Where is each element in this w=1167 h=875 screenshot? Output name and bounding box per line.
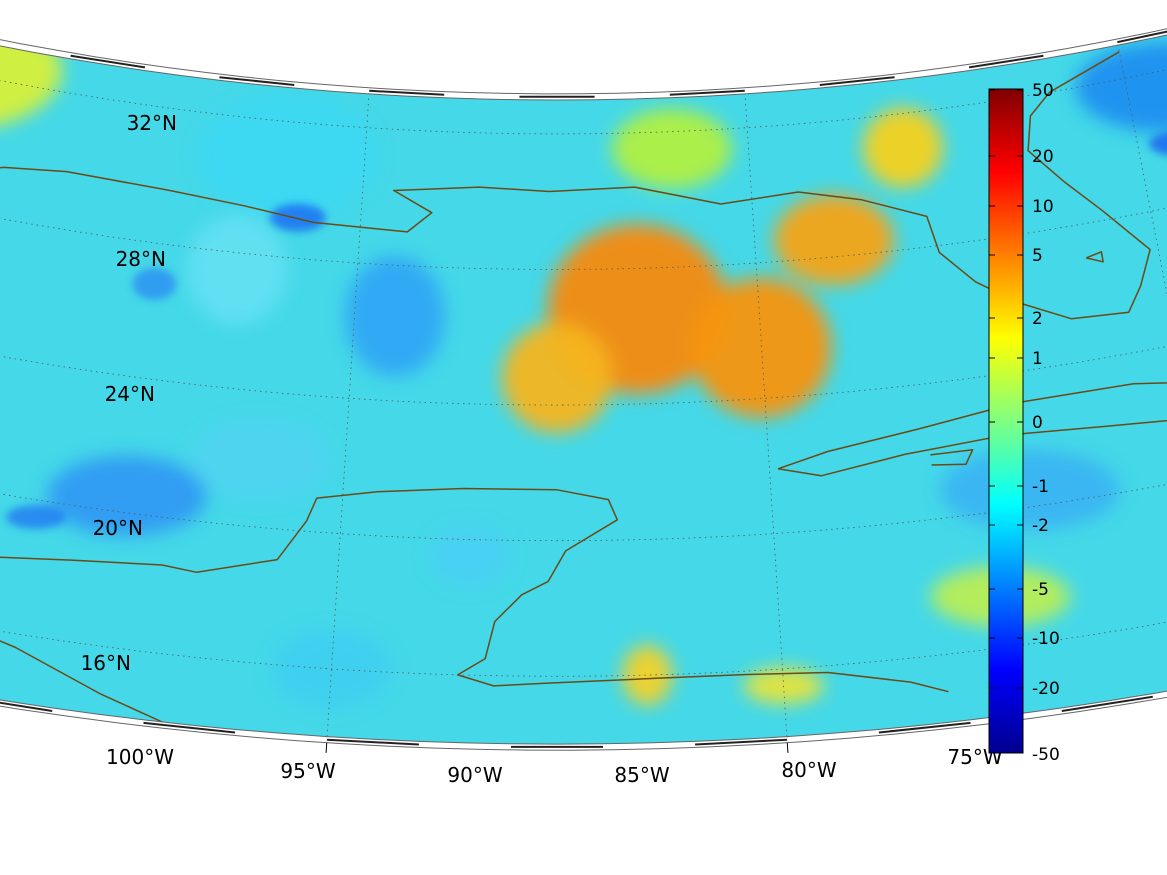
colorbar-gradient — [988, 88, 1024, 754]
frame-tick — [1117, 30, 1167, 44]
cb-label-1: 1 — [1032, 349, 1043, 369]
latitude-labels: 32°N 28°N 24°N 20°N 16°N — [81, 111, 177, 675]
graticule — [0, 0, 1167, 737]
coastline — [0, 51, 1151, 320]
coastline — [1085, 251, 1104, 263]
parallel-line — [0, 108, 1167, 270]
parallel-line — [0, 494, 1167, 677]
field-blob — [46, 455, 207, 536]
field-blob — [345, 256, 446, 377]
field-detail-blob — [1149, 131, 1167, 156]
lat-label-28: 28°N — [116, 247, 166, 271]
frame-tick — [219, 76, 295, 86]
lon-label-100: 100°W — [106, 745, 174, 769]
lat-label-24: 24°N — [105, 382, 155, 406]
lat-label-16: 16°N — [81, 651, 131, 675]
frame-tick — [1061, 695, 1153, 712]
field-blob — [190, 419, 331, 500]
lon-label-90: 90°W — [447, 763, 502, 787]
lon-label-80: 80°W — [781, 758, 836, 782]
colorbar-labels: 50 20 10 5 2 1 0 -1 -2 -5 -10 -20 -50 — [1032, 81, 1060, 765]
frame-outer — [0, 28, 1167, 751]
cb-label-2: 2 — [1032, 309, 1043, 329]
coastline — [0, 8, 949, 693]
colorbar: 50 20 10 5 2 1 0 -1 -2 -5 -10 -20 -50 — [988, 81, 1060, 765]
field-blob — [611, 108, 732, 189]
frame-tick — [968, 54, 1044, 69]
cb-label-m2: -2 — [1032, 516, 1049, 536]
frame-tick — [695, 738, 788, 746]
cb-label-50: 50 — [1032, 81, 1054, 101]
field-blob — [502, 322, 612, 433]
parallel-line — [0, 365, 1167, 542]
lon-tick — [325, 742, 328, 753]
field-blob — [429, 526, 510, 587]
coastline — [777, 336, 1167, 477]
lat-label-32: 32°N — [127, 111, 177, 135]
coastline — [0, 458, 163, 723]
field-blob — [622, 645, 673, 706]
coastlines — [0, 8, 1167, 723]
parallel-line — [0, 0, 1167, 135]
frame-tick — [878, 721, 971, 734]
frame-tick — [143, 721, 236, 734]
frame-tick — [70, 54, 146, 69]
cb-label-10: 10 — [1032, 197, 1054, 217]
coastline — [930, 449, 974, 466]
frame-tick — [369, 89, 445, 96]
lon-label-95: 95°W — [280, 759, 335, 783]
field-blob — [1075, 42, 1167, 133]
lat-label-20: 20°N — [93, 516, 143, 540]
frame-tick — [0, 701, 53, 712]
parallel-line — [0, 237, 1167, 406]
cb-label-20: 20 — [1032, 147, 1054, 167]
cb-label-5: 5 — [1032, 246, 1043, 266]
cb-label-m20: -20 — [1032, 679, 1060, 699]
frame-tick — [326, 738, 419, 746]
lon-label-85: 85°W — [614, 763, 669, 787]
cb-label-m5: -5 — [1032, 580, 1049, 600]
field-detail-blob — [269, 203, 326, 232]
cb-label-m10: -10 — [1032, 629, 1060, 649]
field-blob — [691, 277, 832, 418]
map-frame — [0, 28, 1167, 753]
anomaly-field — [0, 0, 1167, 745]
colorbar-ticks — [989, 89, 1023, 754]
field-detail-blob — [6, 504, 67, 529]
field-detail-blob — [132, 267, 177, 300]
cb-label-0: 0 — [1032, 413, 1043, 433]
cb-label-m50: -50 — [1032, 745, 1060, 765]
lon-tick — [786, 742, 789, 753]
field-blob — [862, 107, 943, 188]
cb-label-m1: -1 — [1032, 477, 1049, 497]
field-blob — [187, 214, 288, 325]
longitude-labels: 100°W 95°W 90°W 85°W 80°W 75°W — [106, 745, 1003, 787]
field-blob — [939, 449, 1120, 530]
frame-tick — [669, 89, 745, 96]
field-blob — [773, 194, 894, 285]
frame-inner — [0, 34, 1167, 745]
frame-tick — [819, 76, 895, 86]
field-blob — [197, 95, 378, 216]
